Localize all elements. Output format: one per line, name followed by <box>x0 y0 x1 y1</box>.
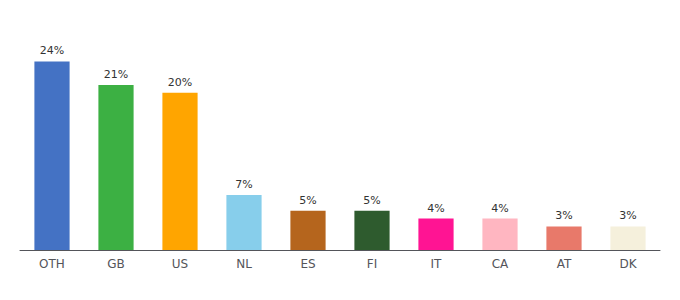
svg-text:IT: IT <box>431 257 443 271</box>
svg-text:ES: ES <box>300 257 315 271</box>
svg-text:CA: CA <box>492 257 509 271</box>
svg-text:4%: 4% <box>427 202 444 215</box>
svg-text:24%: 24% <box>40 44 64 57</box>
svg-text:3%: 3% <box>619 209 636 222</box>
svg-text:DK: DK <box>619 257 637 271</box>
svg-text:AT: AT <box>557 257 572 271</box>
svg-text:GB: GB <box>107 257 125 271</box>
svg-text:US: US <box>172 257 188 271</box>
svg-text:FI: FI <box>367 257 377 271</box>
svg-text:5%: 5% <box>299 194 316 207</box>
svg-text:NL: NL <box>236 257 252 271</box>
svg-text:5%: 5% <box>363 194 380 207</box>
svg-text:7%: 7% <box>235 178 252 191</box>
svg-text:4%: 4% <box>491 202 508 215</box>
svg-text:21%: 21% <box>104 68 128 81</box>
svg-text:OTH: OTH <box>39 257 65 271</box>
svg-text:3%: 3% <box>555 209 572 222</box>
svg-text:20%: 20% <box>168 76 192 89</box>
